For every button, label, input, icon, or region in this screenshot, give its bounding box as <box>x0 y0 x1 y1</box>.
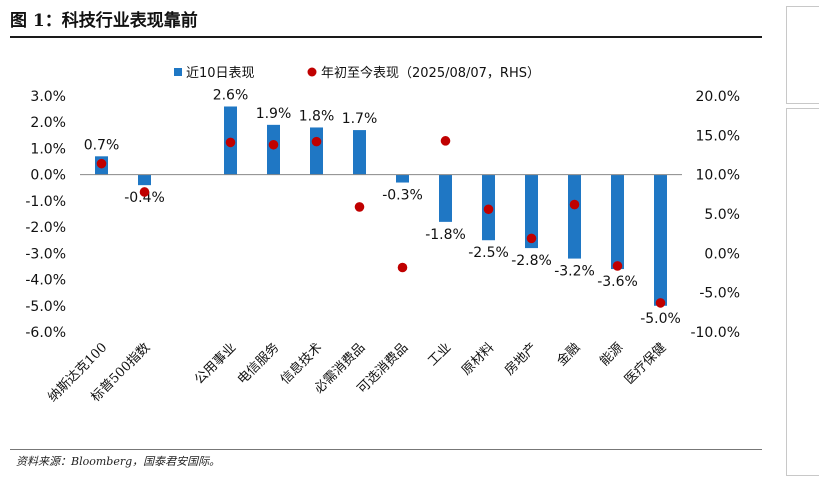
footer-divider <box>10 449 762 450</box>
bar-value-label: 1.9% <box>256 106 292 122</box>
category-label: 金融 <box>554 340 584 370</box>
ytd-marker <box>96 158 107 169</box>
left-axis-tick-label: -4.0% <box>25 273 66 289</box>
category-label: 房地产 <box>501 340 540 379</box>
bar <box>267 124 280 175</box>
right-axis-tick-label: 15.0% <box>696 128 740 144</box>
category-label: 能源 <box>597 340 626 369</box>
bar-value-label: -3.6% <box>597 274 638 290</box>
category-label: 原材料 <box>459 340 497 378</box>
bar-value-label: -2.5% <box>468 245 509 261</box>
bar-value-label: 1.7% <box>342 111 378 127</box>
ytd-marker <box>655 298 666 308</box>
bar-value-label: -0.4% <box>124 190 165 206</box>
legend-label-marker: 年初至今表现（2025/08/07，RHS） <box>321 65 540 81</box>
right-axis-tick-label: -10.0% <box>690 325 740 341</box>
right-axis-tick-label: 10.0% <box>696 168 740 184</box>
legend-label-bar: 近10日表现 <box>186 66 255 81</box>
left-axis-tick-label: 3.0% <box>30 89 66 105</box>
left-axis-tick-label: 1.0% <box>30 141 66 157</box>
left-axis-tick-label: 2.0% <box>30 115 66 131</box>
ytd-marker <box>483 204 494 215</box>
bar-value-label: -3.2% <box>554 264 595 280</box>
ytd-marker <box>225 137 236 148</box>
legend-marker-swatch <box>307 67 317 77</box>
side-panel-top <box>786 6 819 104</box>
bar <box>611 174 624 270</box>
right-axis-tick-label: 5.0% <box>704 207 740 223</box>
category-label: 工业 <box>425 340 454 369</box>
title-divider <box>10 36 762 38</box>
bar <box>353 130 366 175</box>
bar-value-label: -1.8% <box>425 227 466 243</box>
ytd-marker <box>354 202 365 212</box>
left-axis-tick-label: -6.0% <box>25 325 66 341</box>
ytd-marker <box>612 261 623 271</box>
bar <box>525 174 538 249</box>
right-axis-tick-label: 20.0% <box>696 89 740 105</box>
ytd-marker <box>311 136 322 147</box>
bar-value-label: 2.6% <box>213 87 249 103</box>
bar <box>568 174 581 259</box>
category-label: 电信服务 <box>234 340 282 388</box>
bar <box>310 127 323 175</box>
left-axis-tick-label: -2.0% <box>25 220 66 236</box>
bar <box>439 174 452 222</box>
left-axis-tick-label: 0.0% <box>30 168 66 184</box>
left-axis-tick-label: -5.0% <box>25 299 66 315</box>
source-note: 资料来源：Bloomberg，国泰君安国际。 <box>16 455 221 468</box>
right-axis-tick-label: -5.0% <box>699 286 740 302</box>
bar-value-label: -5.0% <box>640 311 681 327</box>
bar-value-label: 1.8% <box>299 108 335 124</box>
bar-value-label: -0.3% <box>382 188 423 204</box>
legend-bar-swatch <box>174 68 182 76</box>
ytd-marker <box>569 199 580 210</box>
side-panel-bottom <box>786 108 819 476</box>
left-axis-tick-label: -3.0% <box>25 246 66 262</box>
ytd-marker <box>526 233 537 244</box>
category-label: 医疗保健 <box>622 340 669 387</box>
ytd-marker <box>139 187 150 197</box>
right-axis-tick-label: 0.0% <box>704 246 740 262</box>
bar <box>138 174 151 186</box>
figure-title: 图 1：科技行业表现靠前 <box>10 11 198 31</box>
bar-value-label: 0.7% <box>84 137 120 153</box>
bar-value-label: -2.8% <box>511 253 552 269</box>
bar <box>396 174 409 183</box>
left-axis-tick-label: -1.0% <box>25 194 66 210</box>
ytd-marker <box>440 136 451 146</box>
ytd-marker <box>268 139 279 150</box>
category-label: 公用事业 <box>192 340 239 387</box>
bar <box>654 174 667 306</box>
ytd-marker <box>397 262 408 273</box>
